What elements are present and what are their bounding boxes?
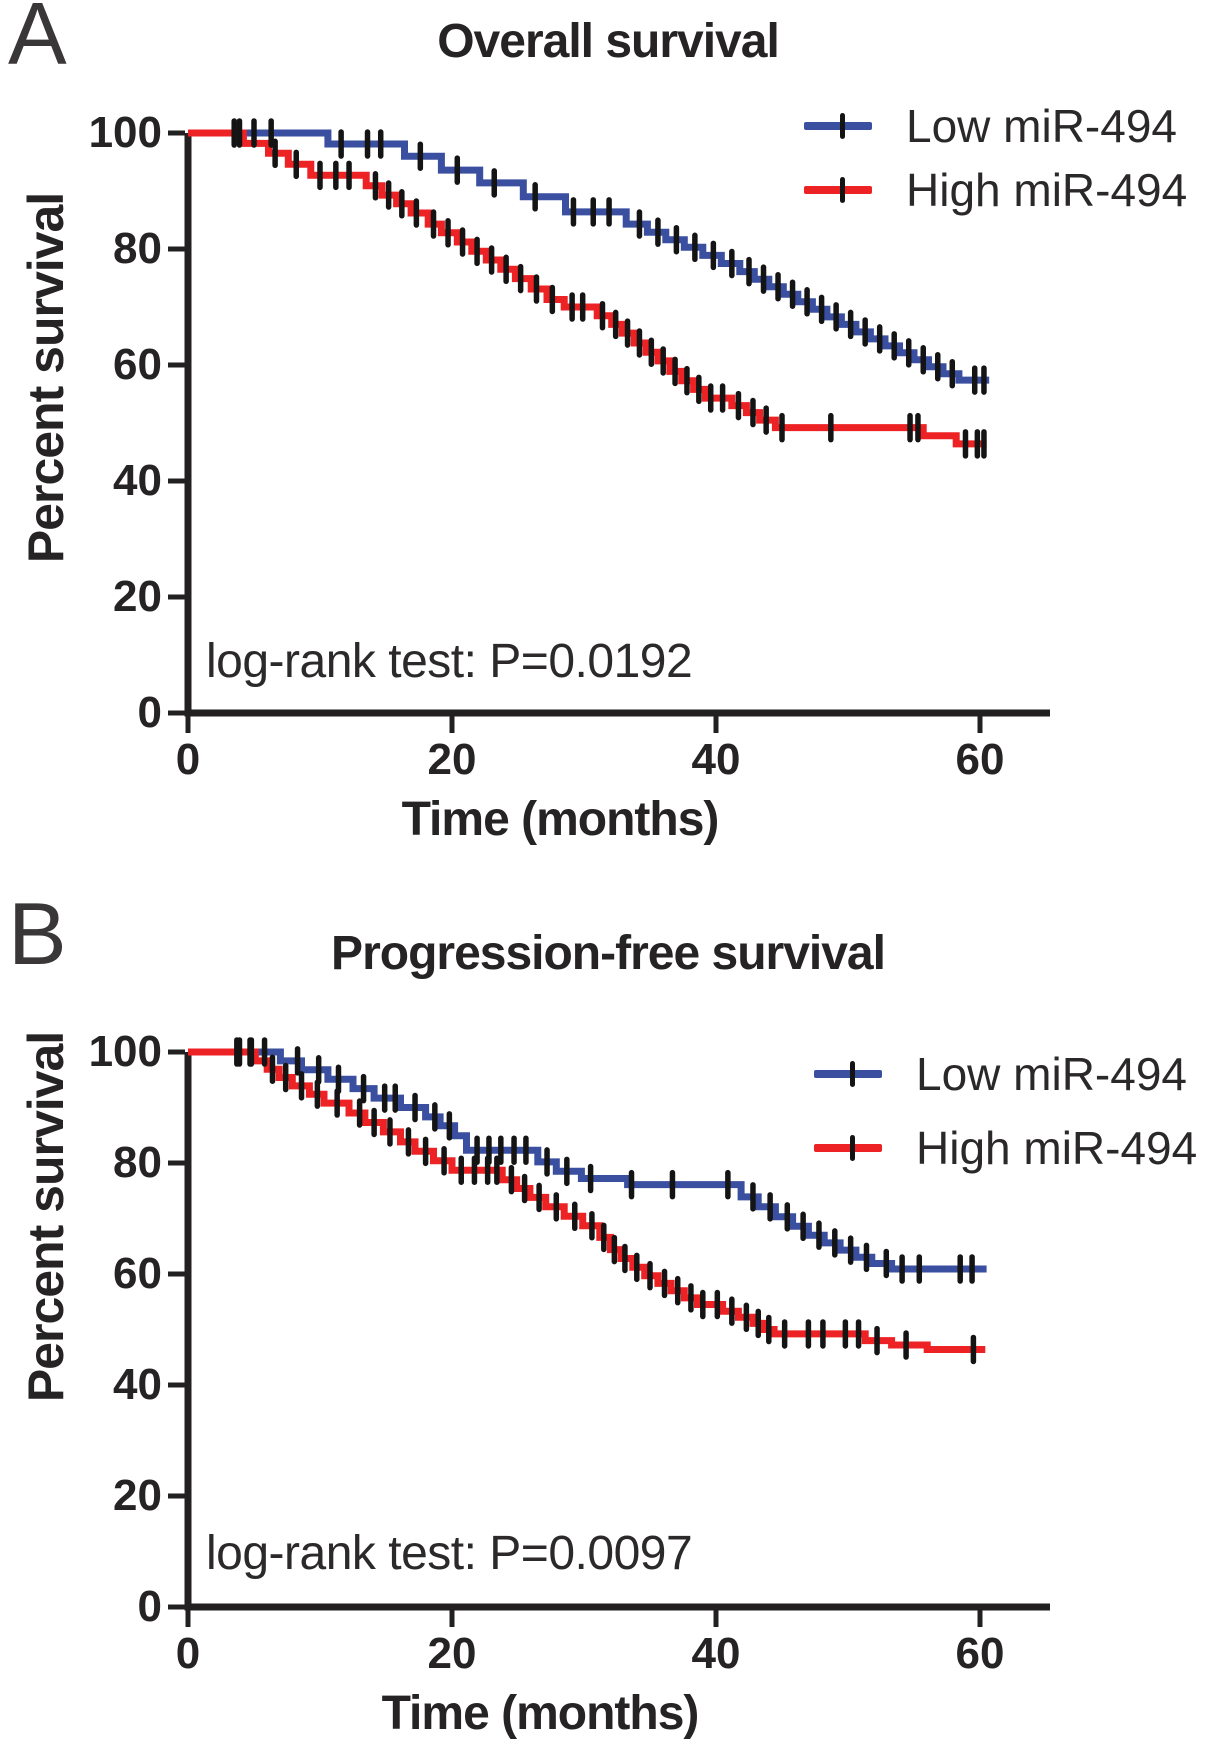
panel-b-ytick-0: 0: [137, 1582, 162, 1631]
panel-b-ytick-40: 40: [113, 1360, 162, 1409]
panel-a-ytick-0: 0: [137, 688, 162, 737]
panel-a-xtick-0: 0: [175, 735, 201, 784]
high-mir494-line-icon: [804, 177, 872, 203]
panel-a-ytick-40: 40: [113, 456, 162, 505]
panel-b-ytick-60: 60: [113, 1249, 162, 1298]
legend-item-low-mir494: Low miR-494: [814, 1046, 1197, 1102]
legend-label: Low miR-494: [906, 100, 1177, 152]
panel-b-x-axis-label: Time (months): [381, 1687, 700, 1740]
high-mir494-line-icon: [814, 1135, 882, 1161]
low-mir494-line-icon: [804, 113, 872, 139]
panel-a-xtick-20: 20: [427, 735, 477, 784]
panel-b-xtick-40: 40: [691, 1629, 741, 1678]
panel-a-pvalue-annotation: log-rank test: P=0.0192: [206, 635, 693, 688]
panel-a-x-axis-label: Time (months): [401, 793, 720, 846]
legend-item-high-mir494: High miR-494: [804, 162, 1187, 218]
panel-a-ytick-20: 20: [113, 572, 162, 621]
panel-b-y-axis-label: Percent survival: [18, 1031, 74, 1403]
panel-b-xtick-60: 60: [955, 1629, 1005, 1678]
panel-a-ytick-100: 100: [88, 108, 162, 157]
panel-b-title: Progression-free survival: [331, 927, 886, 980]
legend-item-high-mir494: High miR-494: [814, 1120, 1197, 1176]
panel-b-ytick-20: 20: [113, 1471, 162, 1520]
panel-b-pvalue-annotation: log-rank test: P=0.0097: [206, 1527, 693, 1580]
panel-a-legend: Low miR-494 High miR-494: [804, 98, 1187, 218]
panel-a-ytick-80: 80: [113, 224, 162, 273]
legend-label: Low miR-494: [916, 1048, 1187, 1100]
panel-b-ytick-80: 80: [113, 1138, 162, 1187]
panel-b-xtick-20: 20: [427, 1629, 477, 1678]
panel-b-letter: B: [8, 884, 67, 983]
panel-a-xtick-40: 40: [691, 735, 741, 784]
panel-b-ytick-100: 100: [88, 1027, 162, 1076]
panel-b-legend: Low miR-494 High miR-494: [814, 1046, 1197, 1176]
legend-label: High miR-494: [916, 1122, 1198, 1174]
low-mir494-line-icon: [814, 1061, 882, 1087]
legend-label: High miR-494: [906, 164, 1188, 216]
panel-a-title: Overall survival: [437, 15, 780, 68]
panel-a-letter: A: [8, 0, 67, 83]
panel-a-ytick-60: 60: [113, 340, 162, 389]
panel-b-xtick-0: 0: [175, 1629, 201, 1678]
legend-item-low-mir494: Low miR-494: [804, 98, 1187, 154]
panel-a-xtick-60: 60: [955, 735, 1005, 784]
